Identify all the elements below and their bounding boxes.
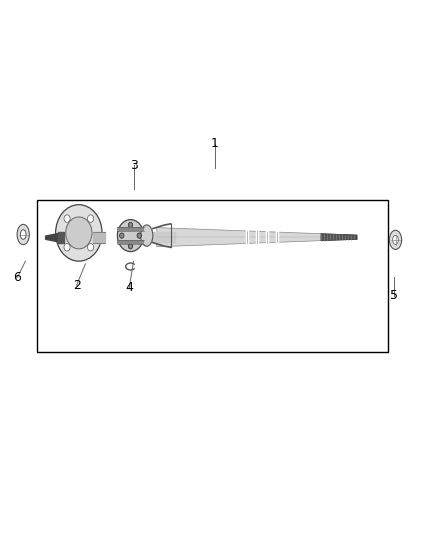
- Circle shape: [64, 215, 70, 222]
- Ellipse shape: [128, 222, 133, 228]
- Ellipse shape: [392, 235, 399, 244]
- Circle shape: [66, 217, 92, 249]
- Ellipse shape: [20, 230, 26, 239]
- Circle shape: [64, 244, 70, 251]
- Ellipse shape: [128, 244, 133, 249]
- Text: 3: 3: [130, 159, 138, 172]
- Polygon shape: [157, 228, 357, 247]
- Bar: [37, 200, 388, 352]
- Text: 4: 4: [125, 281, 133, 294]
- Ellipse shape: [120, 233, 124, 238]
- Circle shape: [88, 244, 94, 251]
- Circle shape: [88, 215, 94, 222]
- Bar: [117, 240, 144, 244]
- Text: 6: 6: [14, 271, 21, 284]
- Ellipse shape: [141, 225, 153, 246]
- Ellipse shape: [17, 224, 29, 245]
- Polygon shape: [321, 233, 357, 241]
- Bar: [117, 227, 144, 231]
- Ellipse shape: [137, 233, 141, 238]
- Text: 1: 1: [211, 138, 219, 150]
- Text: 2: 2: [73, 279, 81, 292]
- Circle shape: [117, 220, 144, 252]
- Text: 5: 5: [390, 289, 398, 302]
- Ellipse shape: [389, 230, 402, 249]
- Circle shape: [56, 205, 102, 261]
